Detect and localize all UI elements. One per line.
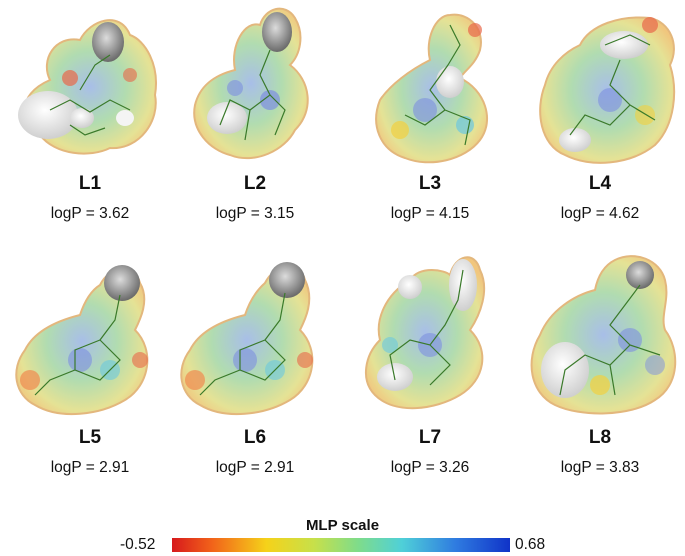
molecule-label: L6 xyxy=(243,427,267,448)
molecule-label: L8 xyxy=(588,427,612,448)
logp-value: logP = 3.26 xyxy=(390,459,470,476)
molecular-surface-l7 xyxy=(364,256,486,410)
logp-value: logP = 3.15 xyxy=(215,205,295,222)
molecule-label: L2 xyxy=(243,173,267,194)
logp-value: logP = 4.15 xyxy=(390,205,470,222)
logp-value: logP = 4.62 xyxy=(560,205,640,222)
molecule-label: L4 xyxy=(588,173,612,194)
molecular-surface-l1 xyxy=(18,19,157,155)
molecule-panel-l2: L2 logP = 3.15 xyxy=(175,0,335,230)
logp-value: logP = 2.91 xyxy=(215,459,295,476)
molecular-surface-l2 xyxy=(193,7,309,160)
molecule-panel-l7: L7 logP = 3.26 xyxy=(350,245,510,495)
molecule-panel-l1: L1 logP = 3.62 xyxy=(10,0,170,230)
molecule-label: L5 xyxy=(78,427,102,448)
molecule-label: L3 xyxy=(418,173,442,194)
molecular-surface-l8 xyxy=(530,255,677,415)
molecule-panel-l4: L4 logP = 4.62 xyxy=(520,0,680,230)
logp-value: logP = 3.83 xyxy=(560,459,640,476)
molecule-panel-l5: L5 logP = 2.91 xyxy=(10,255,170,495)
molecule-panel-l6: L6 logP = 2.91 xyxy=(175,255,335,495)
molecule-panel-l8: L8 logP = 3.83 xyxy=(520,245,680,495)
molecular-surface-l4 xyxy=(539,16,676,164)
molecule-label: L1 xyxy=(78,173,102,194)
molecule-panel-l3: L3 logP = 4.15 xyxy=(350,0,510,230)
molecule-label: L7 xyxy=(418,427,442,448)
molecular-surface-l6 xyxy=(180,262,314,416)
molecular-surface-l3 xyxy=(375,13,489,164)
scale-min-value: -0.52 xyxy=(120,536,156,553)
logp-value: logP = 3.62 xyxy=(50,205,130,222)
mlp-color-scale-bar xyxy=(172,538,510,552)
scale-max-value: 0.68 xyxy=(515,536,546,553)
logp-value: logP = 2.91 xyxy=(50,459,130,476)
scale-title: MLP scale xyxy=(305,517,380,534)
molecular-surface-l5 xyxy=(15,265,149,416)
